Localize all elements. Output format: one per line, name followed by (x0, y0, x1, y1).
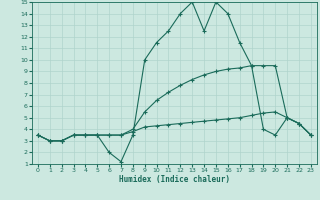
X-axis label: Humidex (Indice chaleur): Humidex (Indice chaleur) (119, 175, 230, 184)
